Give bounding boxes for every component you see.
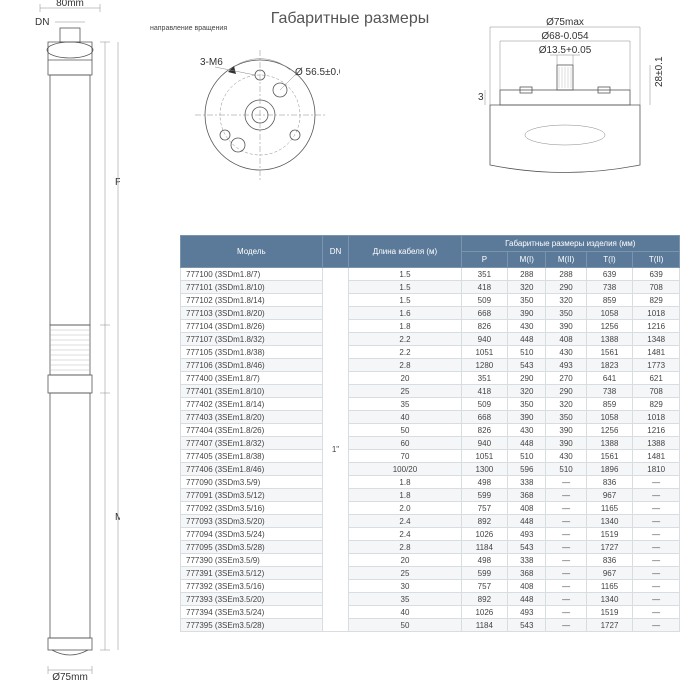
col-t1: T(I) <box>586 252 633 268</box>
table-row: 777393 (3SEm3.5/20)35892448—1340— <box>181 593 680 606</box>
table-row: 777404 (3SEm1.8/26)5082643039012561216 <box>181 424 680 437</box>
table-row: 777094 (3SDm3.5/24)2.41026493—1519— <box>181 528 680 541</box>
pump-side-view: 80mm DN Ø75mm <box>30 0 120 680</box>
circle-flange-view: 3-M6 Ø 56.5±0.05 <box>180 30 340 190</box>
svg-text:Ø 56.5±0.05: Ø 56.5±0.05 <box>295 67 340 78</box>
svg-text:3-M6: 3-M6 <box>200 57 223 68</box>
col-p: P <box>461 252 508 268</box>
svg-text:Ø68-0.054: Ø68-0.054 <box>541 31 589 42</box>
col-model: Модель <box>181 236 323 268</box>
svg-text:28±0.1: 28±0.1 <box>654 56 665 87</box>
table-row: 777107 (3SDm1.8/32)2.294044840813881348 <box>181 333 680 346</box>
svg-text:M: M <box>115 512 120 523</box>
table-row: 777101 (3SDm1.8/10)1.5418320290738708 <box>181 281 680 294</box>
svg-text:Ø13.5+0.05: Ø13.5+0.05 <box>539 45 592 56</box>
table-row: 777395 (3SEm3.5/28)501184543—1727— <box>181 619 680 632</box>
table-row: 777093 (3SDm3.5/20)2.4892448—1340— <box>181 515 680 528</box>
top-section-view: Ø75max Ø68-0.054 Ø13.5+0.05 28±0.1 3 <box>450 15 680 195</box>
table-row: 777092 (3SDm3.5/16)2.0757408—1165— <box>181 502 680 515</box>
svg-text:Ø75mm: Ø75mm <box>52 672 88 680</box>
dimensions-table: Модель DN Длина кабеля (м) Габаритные ра… <box>180 235 680 632</box>
table-row: 777392 (3SEm3.5/16)30757408—1165— <box>181 580 680 593</box>
svg-text:DN: DN <box>35 17 49 28</box>
table-row: 777105 (3SDm1.8/38)2.2105151043015611481 <box>181 346 680 359</box>
svg-text:80mm: 80mm <box>56 0 84 9</box>
col-dims-group: Габаритные размеры изделия (мм) <box>461 236 679 252</box>
table-row: 777394 (3SEm3.5/24)401026493—1519— <box>181 606 680 619</box>
col-m1: M(I) <box>508 252 546 268</box>
svg-text:3: 3 <box>478 92 484 103</box>
svg-text:P: P <box>115 177 120 188</box>
table-row: 777104 (3SDm1.8/26)1.882643039012561216 <box>181 320 680 333</box>
col-t2: T(II) <box>633 252 680 268</box>
table-row: 777407 (3SEm1.8/32)6094044839013881388 <box>181 437 680 450</box>
table-row: 777091 (3SDm3.5/12)1.8599368—967— <box>181 489 680 502</box>
table-row: 777103 (3SDm1.8/20)1.666839035010581018 <box>181 307 680 320</box>
table-row: 777390 (3SEm3.5/9)20498338—836— <box>181 554 680 567</box>
table-row: 777401 (3SEm1.8/10)25418320290738708 <box>181 385 680 398</box>
col-m2: M(II) <box>546 252 586 268</box>
table-row: 777405 (3SEm1.8/38)70105151043015611481 <box>181 450 680 463</box>
col-dn: DN <box>322 236 349 268</box>
table-row: 777102 (3SDm1.8/14)1.5509350320859829 <box>181 294 680 307</box>
table-row: 777106 (3SDm1.8/46)2.8128054349318231773 <box>181 359 680 372</box>
col-cable: Длина кабеля (м) <box>349 236 461 268</box>
table-row: 777095 (3SDm3.5/28)2.81184543—1727— <box>181 541 680 554</box>
table-row: 777400 (3SEm1.8/7)20351290270641621 <box>181 372 680 385</box>
table-row: 777402 (3SEm1.8/14)35509350320859829 <box>181 398 680 411</box>
table-row: 777403 (3SEm1.8/20)4066839035010581018 <box>181 411 680 424</box>
table-row: 777100 (3SDm1.8/7)1"1.5351288288639639 <box>181 268 680 281</box>
table-row: 777090 (3SDm3.5/9)1.8498338—836— <box>181 476 680 489</box>
svg-text:Ø75max: Ø75max <box>546 17 584 28</box>
table-row: 777406 (3SEm1.8/46)100/20130059651018961… <box>181 463 680 476</box>
table-row: 777391 (3SEm3.5/12)25599368—967— <box>181 567 680 580</box>
